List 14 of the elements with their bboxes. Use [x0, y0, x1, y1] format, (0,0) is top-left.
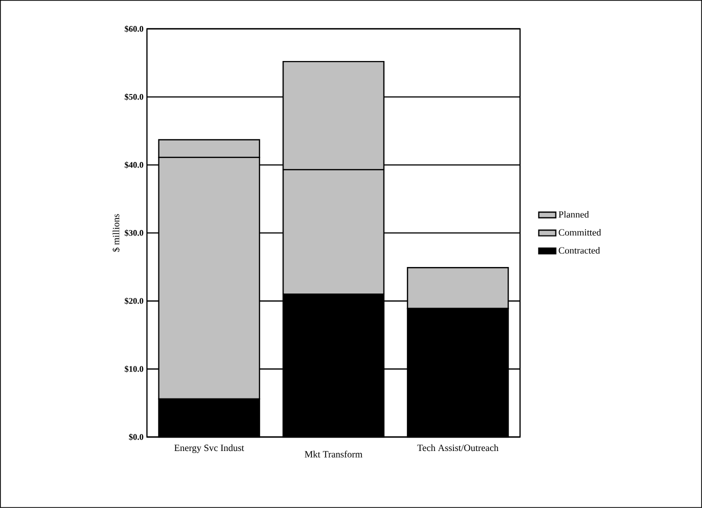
y-tick-label: $60.0	[124, 26, 144, 32]
y-tick-label: $10.0	[124, 366, 144, 372]
y-tick-label: $30.0	[124, 230, 144, 236]
y-tick-label: $20.0	[124, 298, 144, 304]
x-tick-label: Tech Assist/Outreach	[417, 444, 498, 452]
y-tick-label: $50.0	[124, 94, 144, 100]
x-tick-label: Energy Svc Indust	[174, 444, 244, 454]
y-tick-label: $40.0	[124, 162, 144, 168]
y-tick-label: $0.0	[128, 434, 144, 440]
legend-label: Planned	[558, 210, 589, 218]
legend-label: Contracted	[558, 246, 600, 254]
x-tick-label: Mkt Transform	[304, 450, 362, 458]
y-axis-title: $ millions	[112, 214, 120, 252]
legend-label: Committed	[558, 228, 602, 236]
